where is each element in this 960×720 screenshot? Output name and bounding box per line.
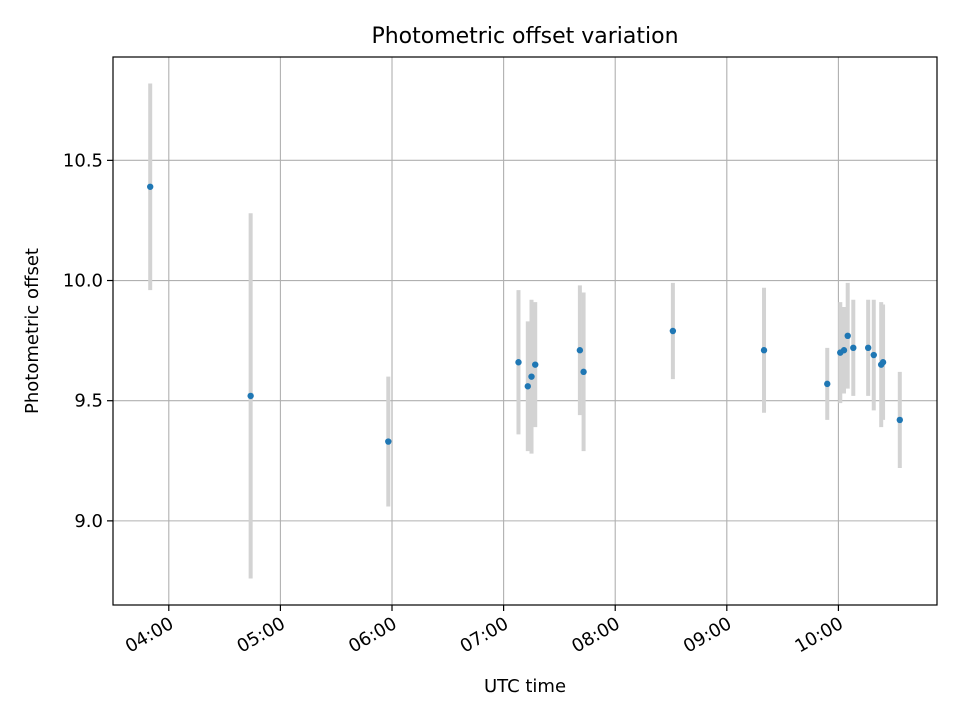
data-point <box>896 416 903 424</box>
data-point <box>532 361 539 368</box>
grid <box>113 57 937 605</box>
chart-title: Photometric offset variation <box>371 24 678 49</box>
data-point <box>528 373 535 380</box>
data-point <box>669 327 677 335</box>
data-point <box>879 359 887 366</box>
data-point <box>760 347 768 354</box>
data-point <box>850 344 857 352</box>
y-axis-label: Photometric offset <box>22 248 43 414</box>
y-tick-label: 9.5 <box>74 391 103 412</box>
data-point <box>824 380 831 388</box>
data-point <box>515 359 522 366</box>
plot-frame <box>112 56 938 606</box>
y-tick-label: 9.0 <box>74 511 103 532</box>
data-point <box>844 332 851 340</box>
data-point <box>870 351 877 359</box>
data-point <box>524 383 531 390</box>
data-point <box>247 392 254 400</box>
y-axis-ticks: 9.0 9.5 10.0 10.5 <box>63 150 113 532</box>
data-point <box>864 344 872 352</box>
data-point <box>385 438 392 445</box>
data-point <box>580 368 587 376</box>
y-tick-label: 10.5 <box>63 150 103 171</box>
data-point <box>147 183 154 190</box>
data-point <box>576 347 584 354</box>
data-point <box>840 347 848 354</box>
y-tick-label: 10.0 <box>63 271 103 292</box>
x-axis-label: UTC time <box>484 676 566 697</box>
data-points <box>147 183 903 445</box>
